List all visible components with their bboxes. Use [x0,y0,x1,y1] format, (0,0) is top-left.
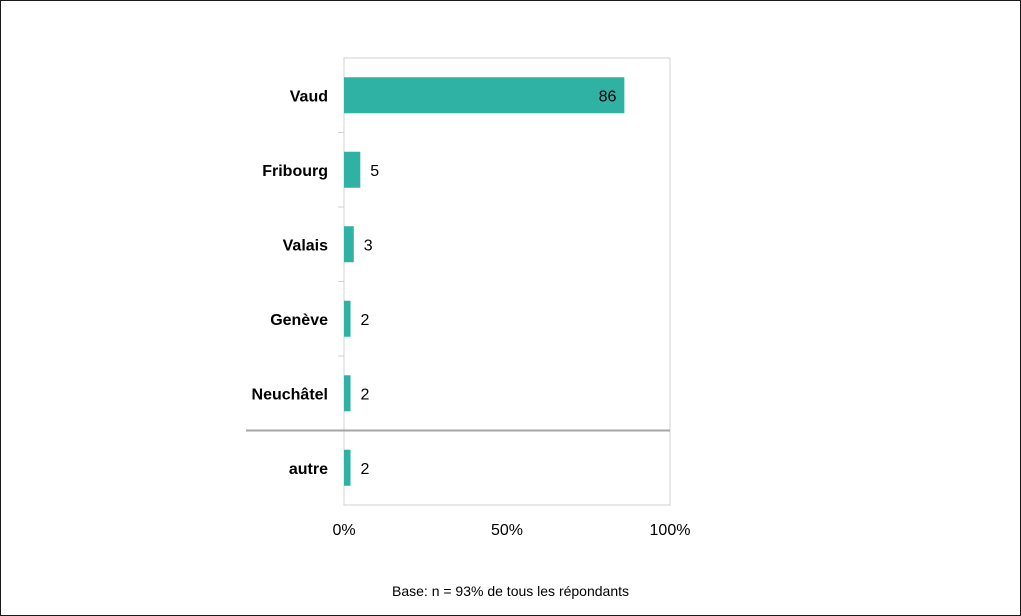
category-labels: Vaud Fribourg Valais Genève Neuchâtel autre [252,88,329,478]
bar-vaud [344,77,625,114]
x-tick-label: 0% [332,522,355,539]
footnote: Base: n = 93% de tous les répondants [392,583,629,599]
plot-border [343,57,671,506]
data-label-fribourg: 5 [370,163,379,180]
category-label-vaud: Vaud [290,88,328,105]
bar-geneve [344,300,351,337]
bar-fribourg [344,151,361,188]
category-label-neuchatel: Neuchâtel [252,386,328,403]
x-tick-label: 100% [650,522,691,539]
bars [344,77,625,486]
category-label-valais: Valais [283,237,328,254]
category-label-geneve: Genève [270,312,328,329]
data-label-autre: 2 [361,461,370,478]
bar-valais [344,226,354,263]
data-labels: 86 5 3 2 2 2 [361,88,617,478]
data-label-neuchatel: 2 [361,386,370,403]
plot-area [338,57,671,506]
x-axis-ticks: 0% 50% 100% [332,522,690,539]
bar-autre [344,449,351,486]
bar-neuchatel [344,375,351,412]
x-tick-label: 50% [491,522,523,539]
data-label-vaud: 86 [599,88,617,105]
category-label-fribourg: Fribourg [262,163,328,180]
data-label-valais: 3 [364,237,373,254]
data-label-geneve: 2 [361,312,370,329]
category-label-autre: autre [289,461,328,478]
